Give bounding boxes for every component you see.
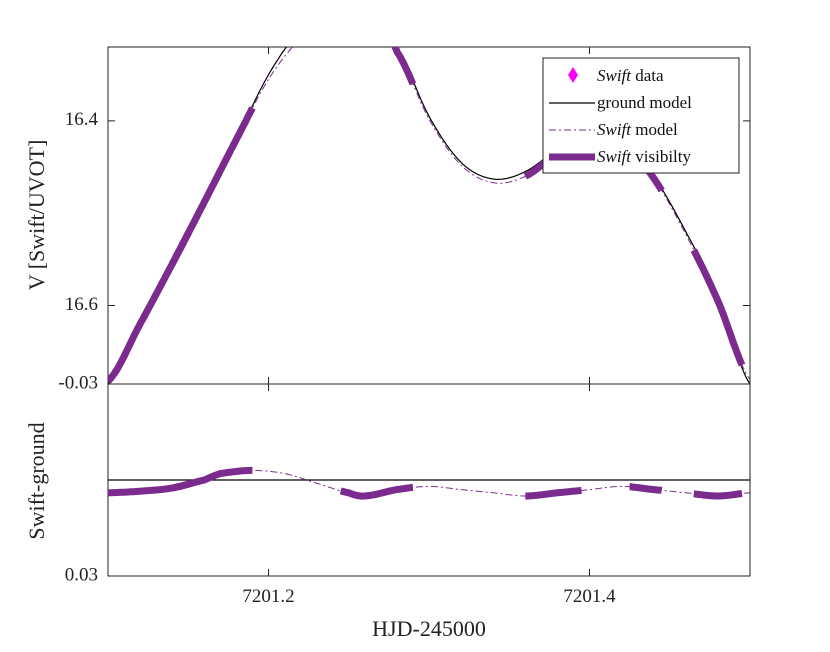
top-y-axis-title: V [Swift/UVOT] [24,140,49,291]
legend-label-swift-model-rest: model [631,120,678,139]
residual-visibility-segment [525,486,582,500]
xtick-label-7201.4: 7201.4 [563,586,616,607]
legend-marker-swift-data [568,67,578,83]
swift-data-point [751,284,758,294]
top-ytick-label-16.6: 16.6 [65,294,98,315]
swift-data-point [756,494,763,504]
swift-visibility-segment [690,248,746,367]
plot-clip-group [108,456,768,504]
swift-data-point [756,326,763,336]
xtick-label-7201.2: 7201.2 [242,586,294,607]
residual-visibility-segment [629,483,663,494]
top-ytick-label-16.4: 16.4 [65,109,99,130]
legend: Swift data ground model Swift model Swif… [542,57,740,174]
swift-visibility-segment [391,47,417,86]
legend-label-swift-data-rest: data [631,66,664,85]
swift-data-point [761,488,768,498]
legend-label-swift-model: Swift model [597,120,678,139]
residual-visibility-segment [171,466,253,492]
bottom-plot-area [108,456,768,504]
legend-label-swift-visibility-italic: Swift [597,147,632,166]
legend-label-swift-data-italic: Swift [597,66,632,85]
residual-visibility-segment [693,490,743,500]
legend-label-swift-model-italic: Swift [597,120,632,139]
swift-data-point [761,331,768,341]
bottom-ytick-label-neg: -0.03 [58,372,98,393]
swift-data-point [751,456,758,466]
axis-ticks [108,47,750,577]
legend-label-swift-visibility-rest: visibilty [631,147,691,166]
bottom-y-axis-title: Swift-ground [24,422,49,539]
x-axis-title: HJD-245000 [372,616,486,641]
legend-label-swift-visibility: Swift visibilty [597,147,691,166]
legend-label-ground-model-text: ground model [597,93,692,112]
legend-label-ground-model: ground model [597,93,692,112]
legend-label-swift-data: Swift data [597,66,664,85]
bottom-ytick-label-pos: 0.03 [65,564,98,585]
swift-visibility-segment [169,106,256,266]
residual-visibility-segment [339,483,414,500]
